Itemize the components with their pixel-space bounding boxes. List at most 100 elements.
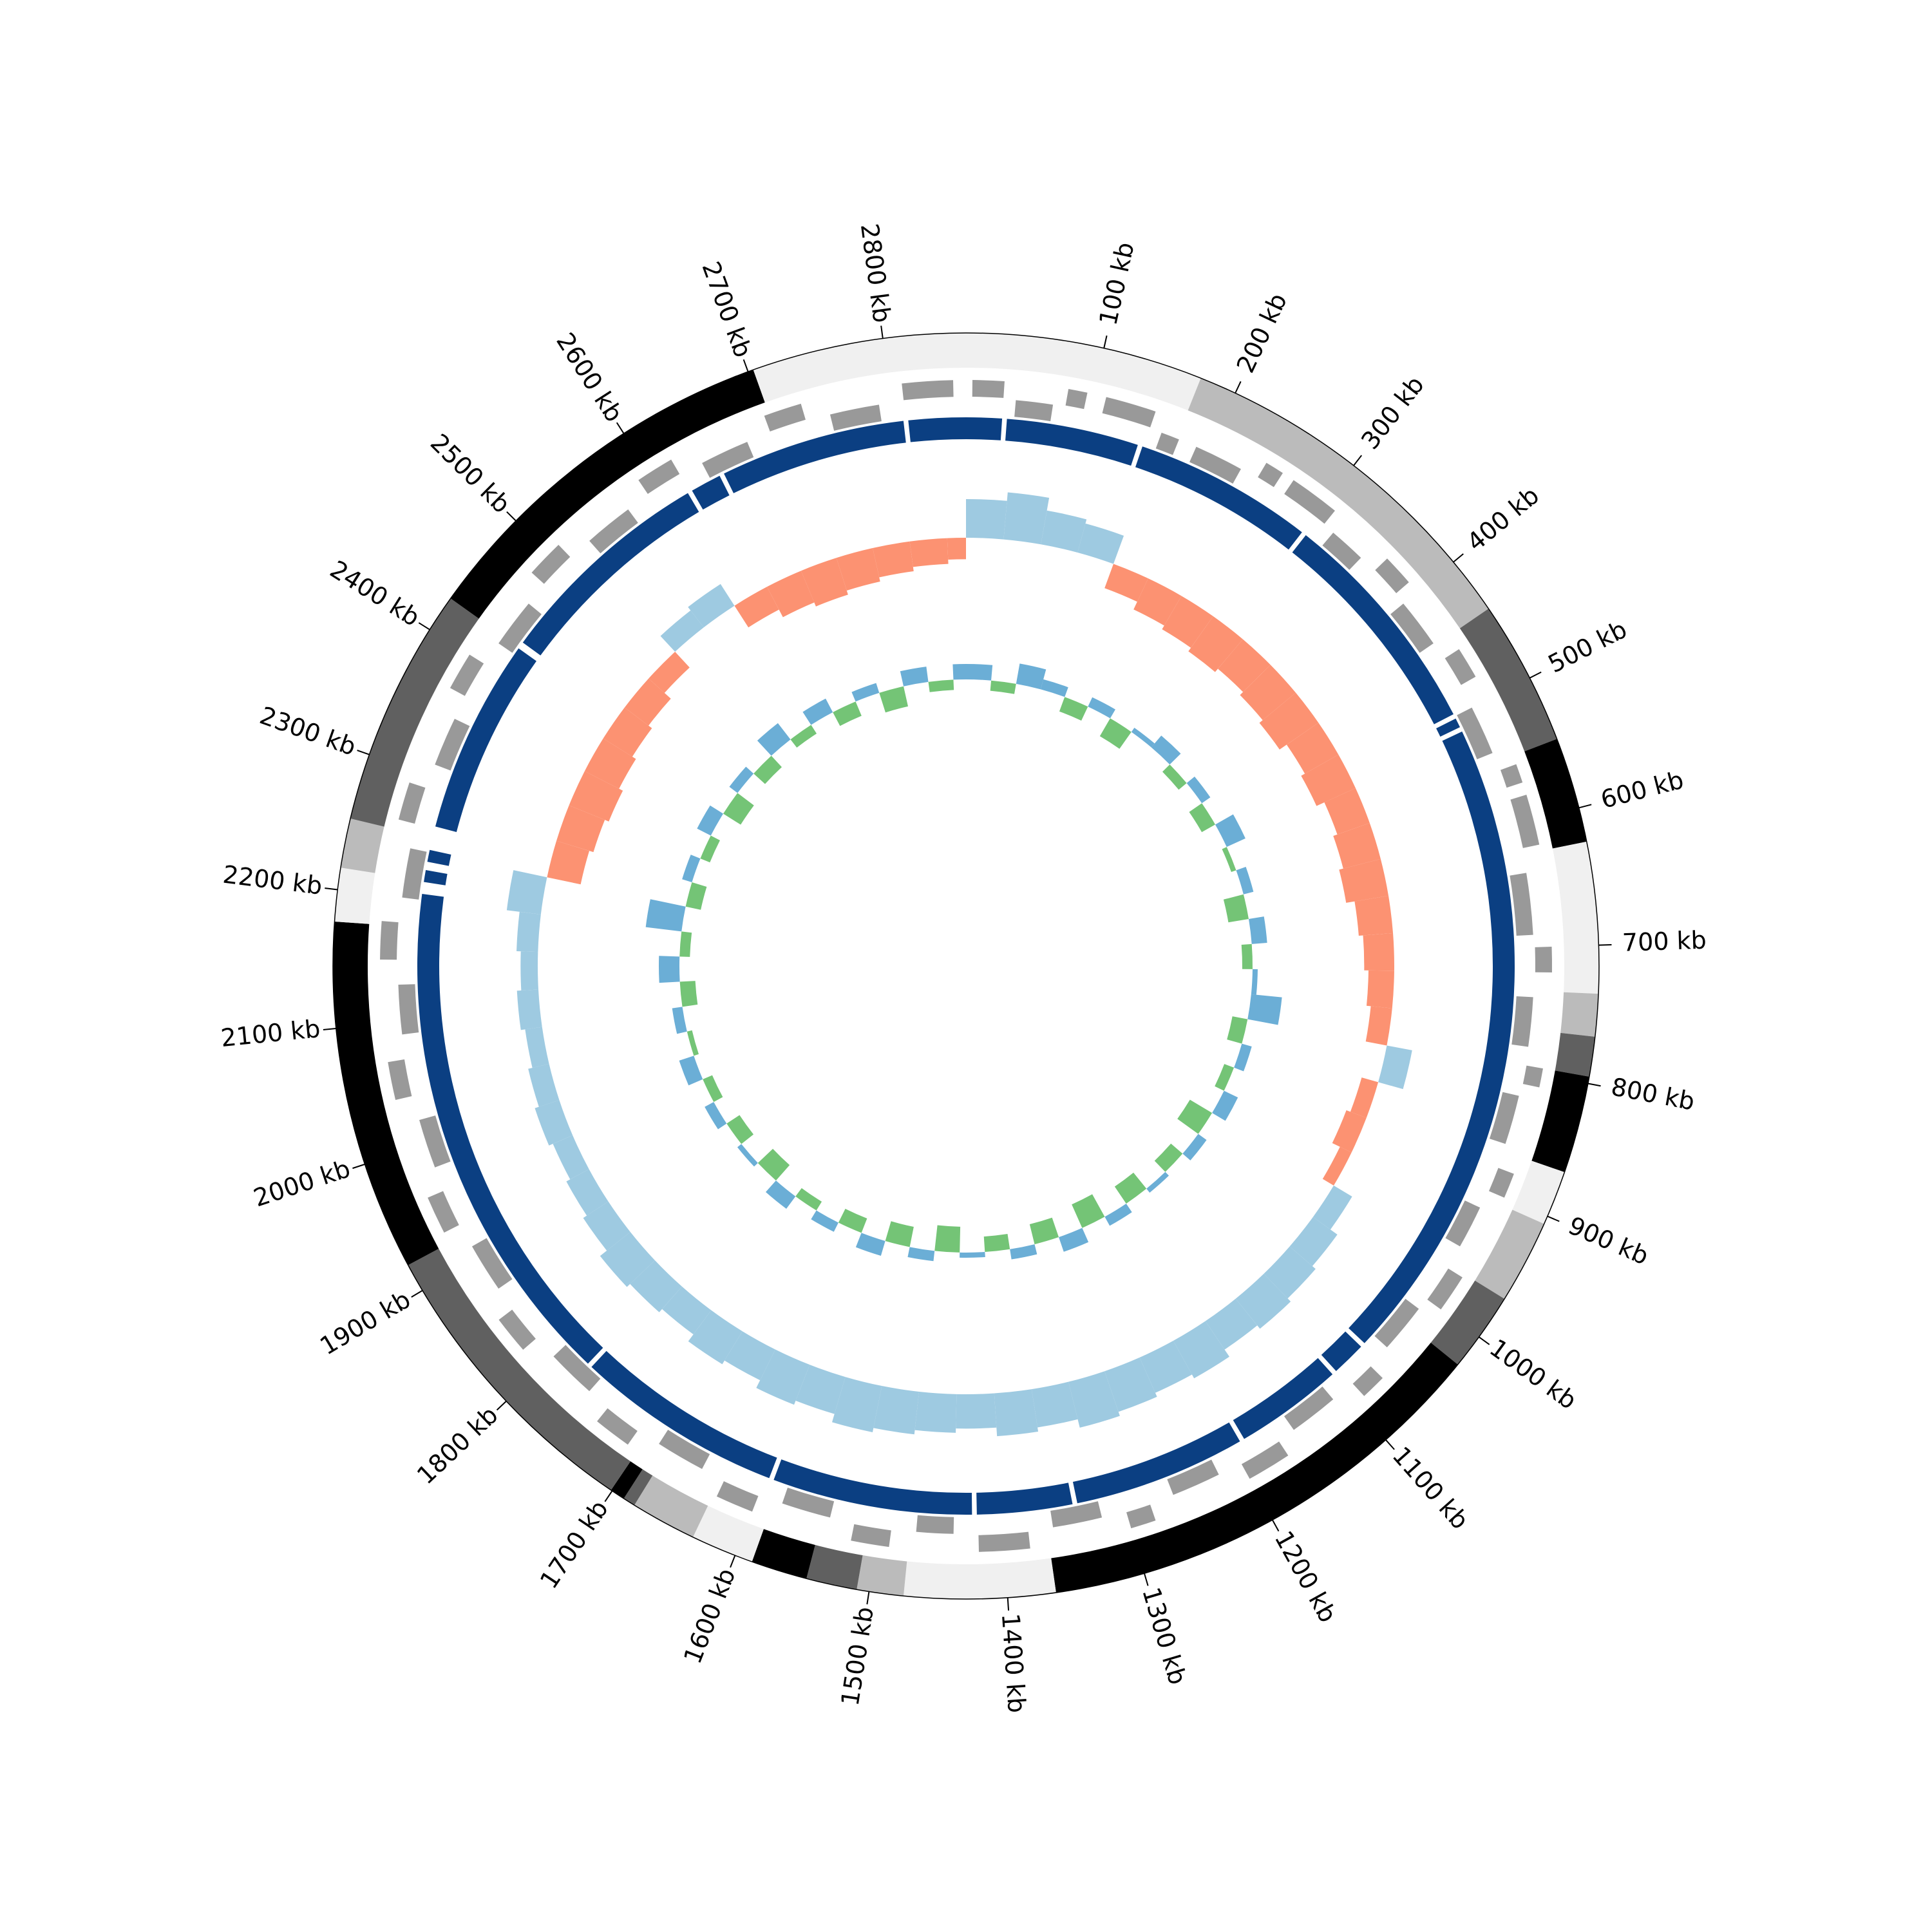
tick-label: 1400 kb <box>996 1613 1031 1714</box>
tick-mark <box>1578 804 1592 809</box>
gc-content-bar <box>1131 728 1155 748</box>
gc-content-bar <box>1072 1194 1105 1228</box>
gc-content-bar <box>757 1148 790 1181</box>
gene <box>1510 795 1540 848</box>
gc-skew-bar <box>525 1027 549 1068</box>
gc-skew-bar <box>1324 788 1370 835</box>
contig <box>1292 535 1454 724</box>
gene <box>1445 1200 1481 1247</box>
gc-content-bar <box>1029 1217 1059 1245</box>
gc-content-bar <box>685 882 707 910</box>
gene <box>1014 400 1054 422</box>
gene <box>402 848 427 900</box>
tick-mark <box>866 1591 870 1605</box>
gene <box>450 654 484 696</box>
gc-skew-bar <box>583 1201 630 1251</box>
gc-skew-bar <box>547 840 590 885</box>
gc-skew-bar <box>947 538 966 560</box>
gene <box>1283 1387 1334 1430</box>
tick-mark <box>357 750 370 755</box>
gc-skew-bar <box>1366 970 1394 1009</box>
tick-mark <box>730 1555 736 1568</box>
tick-mark <box>411 1290 423 1298</box>
gene <box>1258 462 1283 488</box>
gc-content-bar <box>960 1252 985 1258</box>
gene <box>1444 649 1476 685</box>
gene <box>471 1238 513 1289</box>
gc-skew-bar <box>1264 1246 1316 1299</box>
gc-skew-bar <box>660 610 704 652</box>
gc-skew-bar <box>553 1135 589 1180</box>
gene <box>1427 1268 1463 1310</box>
gc-content-bar <box>1223 894 1249 923</box>
ideogram-band <box>334 867 375 924</box>
gene <box>902 380 954 401</box>
gc-skew-bar <box>873 541 914 578</box>
ideogram-band <box>966 333 1201 411</box>
gene <box>1352 1366 1383 1396</box>
tick-mark <box>880 325 884 339</box>
gc-skew-bar <box>1365 1006 1392 1046</box>
gene <box>1374 1298 1419 1348</box>
gc-content-bar <box>851 683 880 702</box>
ideogram-band <box>333 921 439 1265</box>
gc-skew-bar <box>966 499 1007 540</box>
gc-skew-bar <box>1031 1381 1078 1428</box>
tick-mark <box>1529 671 1542 679</box>
gc-content-bar <box>1162 764 1187 790</box>
gene <box>435 719 470 771</box>
gc-content-bar <box>765 1180 796 1209</box>
gene <box>1457 707 1493 759</box>
gc-skew-bar <box>1322 1146 1352 1186</box>
gene <box>1489 1092 1519 1144</box>
tick-mark <box>1587 1083 1601 1087</box>
gc-content-bar <box>1177 1099 1213 1134</box>
contig <box>1135 446 1302 550</box>
gc-content-bar <box>1215 1064 1235 1091</box>
gc-skew-bar <box>1162 596 1213 648</box>
gc-skew-bar <box>569 771 623 822</box>
gc-content-bar <box>757 723 791 756</box>
gc-skew-bar <box>831 1377 882 1432</box>
tick-mark <box>1007 1597 1010 1611</box>
contig <box>908 417 966 442</box>
gc-content-bar <box>1154 1143 1183 1172</box>
gc-skew-bar <box>1173 1321 1229 1379</box>
tick-mark <box>496 1401 507 1411</box>
gc-skew-bar <box>688 1310 743 1365</box>
gc-skew-bar <box>1041 510 1087 553</box>
tick-mark <box>743 359 749 372</box>
gc-content-bar <box>753 755 782 784</box>
ideogram-band <box>753 333 966 403</box>
ideogram-band <box>634 1475 708 1537</box>
contig <box>1005 419 1138 466</box>
gc-skew-bar <box>1363 933 1394 971</box>
contig <box>522 493 699 656</box>
ideogram-band <box>1512 1160 1565 1224</box>
tick-mark <box>1478 1336 1490 1345</box>
gc-skew-bar <box>873 1386 920 1435</box>
gc-skew-bar <box>836 547 880 591</box>
gc-content-bar <box>1241 943 1253 969</box>
gc-skew-bar <box>1378 1045 1412 1090</box>
tick-label: 700 kb <box>1622 926 1707 957</box>
ideogram-band <box>1524 739 1587 849</box>
gc-skew-bar <box>516 989 542 1030</box>
gene <box>1050 1501 1103 1528</box>
contig <box>1233 1358 1333 1439</box>
gc-skew-bar <box>1104 564 1148 602</box>
gc-content-bar <box>790 724 817 748</box>
gene <box>1322 533 1361 570</box>
gc-content-bar <box>1227 1016 1248 1044</box>
ideogram-band <box>1531 1070 1589 1173</box>
gc-skew-bar <box>1332 1110 1367 1153</box>
gene <box>419 1115 451 1168</box>
gc-content-bar <box>726 1115 754 1144</box>
gene <box>380 921 399 960</box>
gc-content-bar <box>802 698 833 725</box>
gc-content-bar <box>682 855 701 882</box>
gene <box>638 459 680 495</box>
gc-content-bar <box>1040 679 1068 697</box>
